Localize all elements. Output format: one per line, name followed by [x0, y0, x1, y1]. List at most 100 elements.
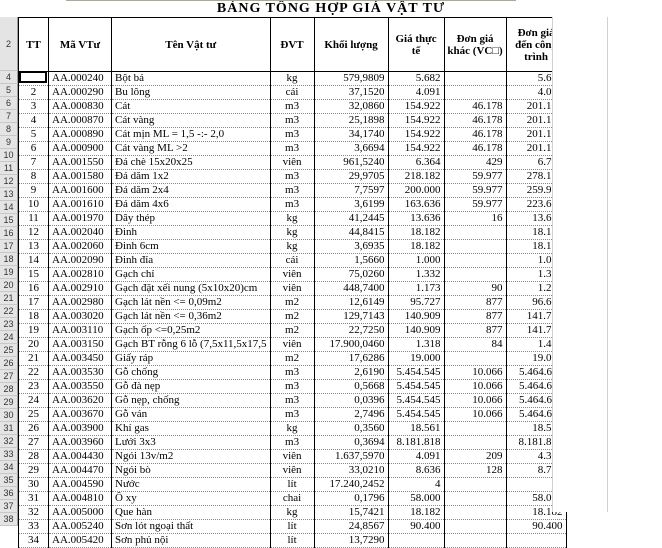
cell-dvt[interactable]: kg: [270, 506, 314, 520]
hdr-dvt[interactable]: ĐVT: [270, 18, 314, 72]
cell-tt[interactable]: 19: [19, 324, 49, 338]
hdr-kl[interactable]: Khối lượng: [314, 18, 388, 72]
cell-tt[interactable]: 25: [19, 408, 49, 422]
cell-dvt[interactable]: viên: [270, 156, 314, 170]
cell-tt[interactable]: 7: [19, 156, 49, 170]
cell-dvt[interactable]: kg: [270, 240, 314, 254]
cell-dvt[interactable]: m2: [270, 324, 314, 338]
cell-ma[interactable]: AA.000870: [49, 114, 112, 128]
cell-ma[interactable]: AA.001550: [49, 156, 112, 170]
cell-kl[interactable]: 12,6149: [314, 296, 388, 310]
cell-ma[interactable]: AA.000900: [49, 142, 112, 156]
cell-ma[interactable]: AA.003110: [49, 324, 112, 338]
cell-gtt[interactable]: 5.682: [388, 72, 444, 86]
cell-gk[interactable]: 16: [444, 212, 506, 226]
cell-ma[interactable]: AA.002910: [49, 282, 112, 296]
cell-kl[interactable]: 25,1898: [314, 114, 388, 128]
cell-dvt[interactable]: lít: [270, 478, 314, 492]
cell-gk[interactable]: 59.977: [444, 170, 506, 184]
cell-gtt[interactable]: 154.922: [388, 142, 444, 156]
cell-ten[interactable]: Ngói bò: [112, 464, 271, 478]
cell-ten[interactable]: Bột bả: [112, 72, 271, 86]
hdr-ma[interactable]: Mã VTư: [49, 18, 112, 72]
cell-gtt[interactable]: 58.000: [388, 492, 444, 506]
cell-ten[interactable]: Đinh 6cm: [112, 240, 271, 254]
cell-dvt[interactable]: m3: [270, 408, 314, 422]
cell-tt[interactable]: 9: [19, 184, 49, 198]
cell-tt[interactable]: 14: [19, 254, 49, 268]
cell-kl[interactable]: 579,9809: [314, 72, 388, 86]
cell-dvt[interactable]: viên: [270, 268, 314, 282]
cell-gtt[interactable]: 18.561: [388, 422, 444, 436]
cell-kl[interactable]: 2,6190: [314, 366, 388, 380]
cell-ma[interactable]: AA.004430: [49, 450, 112, 464]
cell-tt[interactable]: 10: [19, 198, 49, 212]
row-header[interactable]: 4: [0, 71, 18, 84]
cell-ma[interactable]: AA.002040: [49, 226, 112, 240]
cell-tt[interactable]: 8: [19, 170, 49, 184]
cell-tt[interactable]: 22: [19, 366, 49, 380]
cell-ma[interactable]: AA.005000: [49, 506, 112, 520]
cell-kl[interactable]: 29,9705: [314, 170, 388, 184]
row-header[interactable]: 27: [0, 370, 18, 383]
cell-ten[interactable]: Cát vàng ML >2: [112, 142, 271, 156]
row-header[interactable]: 9: [0, 136, 18, 149]
cell-gtt[interactable]: 13.636: [388, 212, 444, 226]
cell-tt[interactable]: 18: [19, 310, 49, 324]
cell-kl[interactable]: 33,0210: [314, 464, 388, 478]
cell-ten[interactable]: Gạch lát nền <= 0,36m2: [112, 310, 271, 324]
cell-tt[interactable]: 29: [19, 464, 49, 478]
row-header[interactable]: 14: [0, 201, 18, 214]
row-header[interactable]: 20: [0, 279, 18, 292]
hdr-gk[interactable]: Đơn giá khác (VC□): [444, 18, 506, 72]
cell-gk[interactable]: [444, 478, 506, 492]
row-header[interactable]: 28: [0, 383, 18, 396]
cell-ma[interactable]: AA.004810: [49, 492, 112, 506]
cell-dvt[interactable]: m2: [270, 310, 314, 324]
row-header[interactable]: 11: [0, 162, 18, 175]
row-header[interactable]: 33: [0, 448, 18, 461]
row-header[interactable]: 21: [0, 292, 18, 305]
cell-ma[interactable]: AA.002090: [49, 254, 112, 268]
cell-ten[interactable]: Lưới 3x3: [112, 436, 271, 450]
cell-kl[interactable]: 44,8415: [314, 226, 388, 240]
row-header[interactable]: 26: [0, 357, 18, 370]
cell-ma[interactable]: AA.003450: [49, 352, 112, 366]
cell-dvt[interactable]: chai: [270, 492, 314, 506]
cell-dvt[interactable]: m3: [270, 142, 314, 156]
cell-dvt[interactable]: viên: [270, 282, 314, 296]
cell-gtt[interactable]: 5.454.545: [388, 366, 444, 380]
cell-ten[interactable]: Gạch ốp <=0,25m2: [112, 324, 271, 338]
cell-gtt[interactable]: 4.091: [388, 450, 444, 464]
cell-gk[interactable]: 46.178: [444, 128, 506, 142]
cell-dvt[interactable]: lít: [270, 534, 314, 548]
cell-gtt[interactable]: 8.181.818: [388, 436, 444, 450]
cell-dvt[interactable]: m3: [270, 170, 314, 184]
cell-kl[interactable]: 0,0396: [314, 394, 388, 408]
cell-dvt[interactable]: m3: [270, 380, 314, 394]
sheet-tab-tinhvc[interactable]: TinhVC: [141, 0, 192, 1]
cell-ten[interactable]: Nước: [112, 478, 271, 492]
row-header[interactable]: 35: [0, 474, 18, 487]
cell-tt[interactable]: 24: [19, 394, 49, 408]
cell-ma[interactable]: AA.003620: [49, 394, 112, 408]
row-header[interactable]: 19: [0, 266, 18, 279]
cell-kl[interactable]: 13,7290: [314, 534, 388, 548]
cell-gtt[interactable]: 154.922: [388, 100, 444, 114]
cell-dvt[interactable]: m3: [270, 394, 314, 408]
row-header[interactable]: 38: [0, 513, 18, 526]
cell-gk[interactable]: [444, 268, 506, 282]
cell-tt[interactable]: 1: [19, 72, 49, 86]
cell-gk[interactable]: 209: [444, 450, 506, 464]
cell-gk[interactable]: 429: [444, 156, 506, 170]
cell-ten[interactable]: Gạch đặt xếi nung (5x10x20)cm: [112, 282, 271, 296]
cell-ma[interactable]: AA.000290: [49, 86, 112, 100]
row-header[interactable]: 2: [0, 17, 18, 71]
cell-gtt[interactable]: 200.000: [388, 184, 444, 198]
cell-kl[interactable]: 129,7143: [314, 310, 388, 324]
row-header[interactable]: 24: [0, 331, 18, 344]
cell-gk[interactable]: 84: [444, 338, 506, 352]
cell-gtt[interactable]: 5.454.545: [388, 394, 444, 408]
cell-gtt[interactable]: 163.636: [388, 198, 444, 212]
cell-gct[interactable]: 90.400: [506, 520, 566, 534]
